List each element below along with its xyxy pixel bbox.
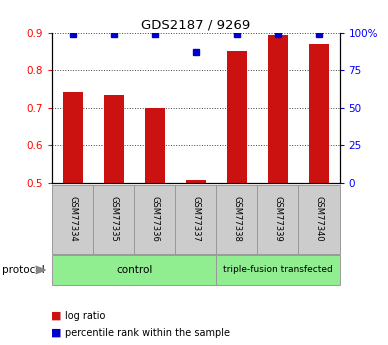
Text: GSM77339: GSM77339: [274, 196, 282, 242]
Bar: [62, 92, 83, 183]
Text: control: control: [116, 265, 152, 275]
Text: GSM77337: GSM77337: [191, 196, 201, 242]
Text: GSM77336: GSM77336: [151, 196, 159, 242]
Bar: [145, 108, 165, 183]
Text: GSM77334: GSM77334: [68, 196, 77, 242]
Bar: [104, 96, 124, 183]
Text: GSM77340: GSM77340: [315, 196, 324, 242]
Bar: [227, 51, 247, 183]
Text: GSM77338: GSM77338: [232, 196, 241, 242]
Text: ■: ■: [51, 328, 62, 338]
Bar: [186, 180, 206, 183]
Title: GDS2187 / 9269: GDS2187 / 9269: [141, 19, 251, 32]
Text: ■: ■: [51, 311, 62, 321]
Text: percentile rank within the sample: percentile rank within the sample: [65, 328, 230, 338]
Bar: [309, 44, 329, 183]
Bar: [268, 34, 288, 183]
Text: protocol: protocol: [2, 265, 45, 275]
Text: log ratio: log ratio: [65, 311, 106, 321]
Text: triple-fusion transfected: triple-fusion transfected: [223, 265, 333, 275]
Text: GSM77335: GSM77335: [109, 196, 118, 242]
